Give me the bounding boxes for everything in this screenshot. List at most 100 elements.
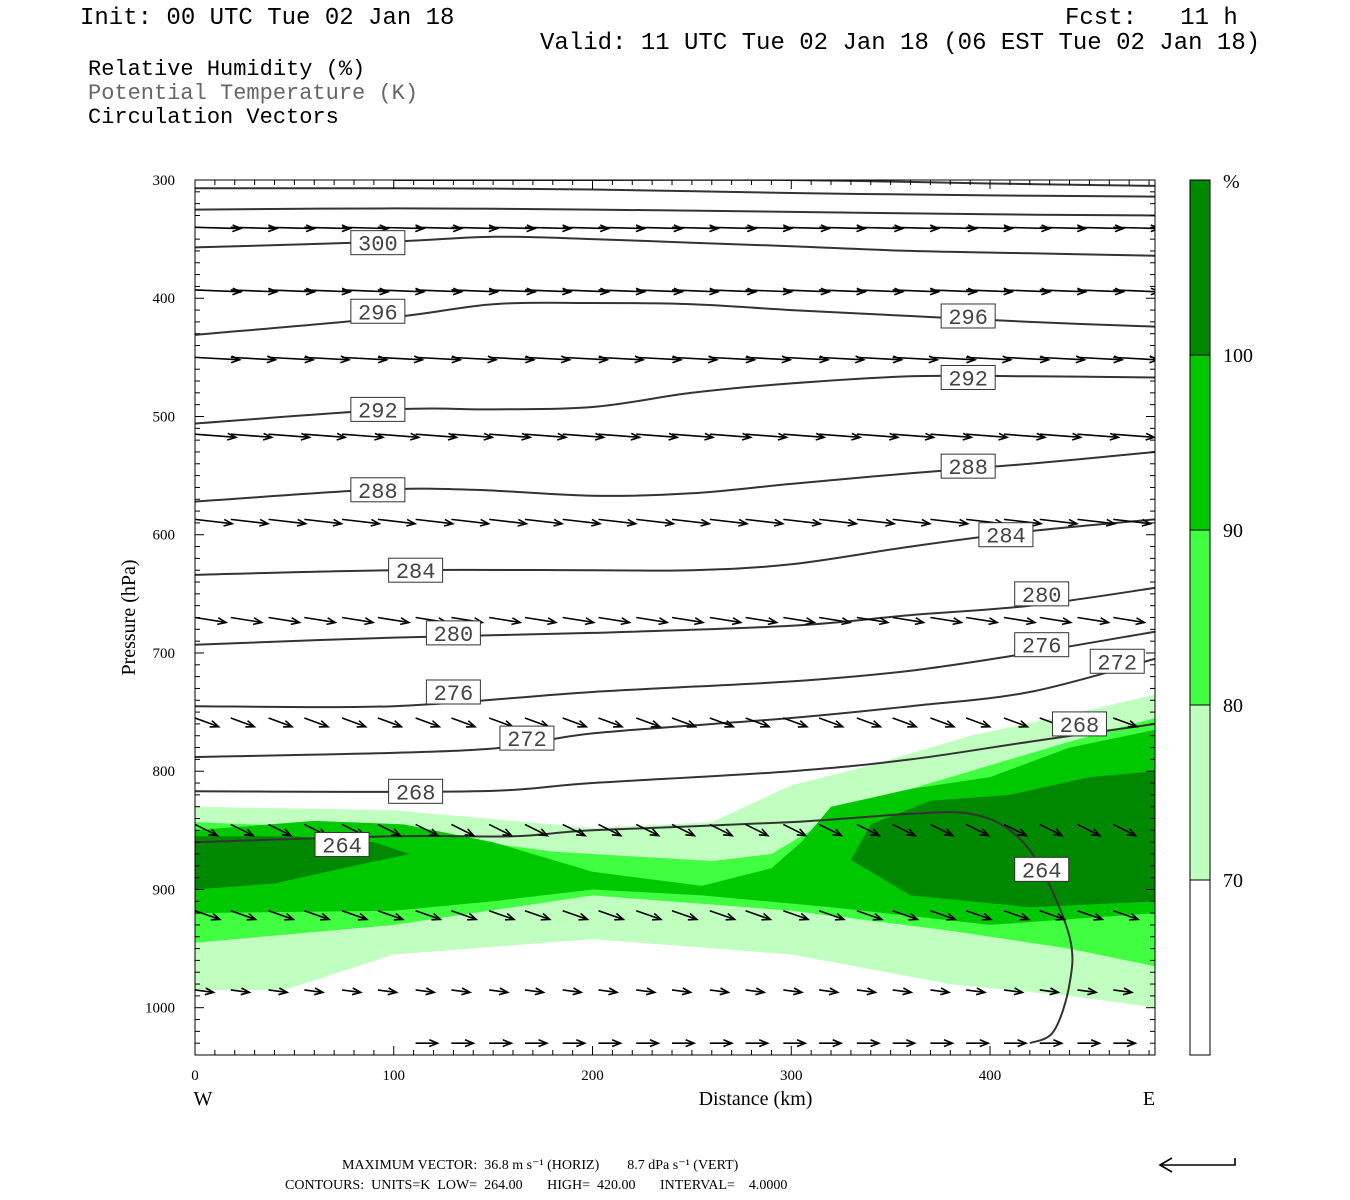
vector-4-3-shaft [304, 518, 342, 525]
vector-3-21-head [998, 432, 1010, 441]
vector-6-22-head [1018, 720, 1030, 728]
x-axis-label: Distance (km) [699, 1088, 813, 1110]
y-tick-label-500: 500 [153, 409, 176, 425]
vector-2-14-shaft [709, 356, 755, 361]
vector-8-2-head [284, 912, 296, 921]
vector-3-24-shaft [1077, 433, 1119, 439]
vector-3-5-head [409, 432, 421, 441]
vector-3-0-head [227, 432, 239, 441]
vector-5-17-shaft [818, 616, 851, 624]
theta-label-264-1: 264 [1022, 859, 1062, 884]
vector-7-5-shaft [377, 823, 401, 837]
vector-5-4-shaft [341, 616, 374, 624]
theta-label-box-272-1 [1089, 648, 1145, 674]
vector-5-5-head [399, 617, 412, 626]
vector-3-11-shaft [598, 433, 640, 439]
vector-6-21-head [980, 720, 992, 728]
vector-0-8-head [526, 224, 538, 233]
vector-7-12-shaft [635, 823, 659, 837]
vector-0-8-shaft [489, 226, 536, 230]
vector-9-8-head [498, 987, 510, 996]
vector-8-3-head [320, 912, 332, 921]
vector-9-24-head [1087, 987, 1099, 996]
vector-3-20-head [962, 432, 974, 441]
vector-9-5-shaft [377, 989, 397, 994]
theta-contour-288 [195, 451, 1155, 503]
vector-8-7-head [467, 912, 479, 921]
vector-4-22-head [1032, 518, 1044, 527]
vector-3-8-shaft [489, 433, 531, 439]
vector-4-22-shaft [1003, 518, 1042, 525]
vector-5-16-head [805, 617, 817, 626]
vector-2-7-shaft [451, 356, 497, 361]
vector-6-4-head [356, 720, 368, 728]
vector-8-5-shaft [377, 909, 403, 921]
vector-0-9-shaft [524, 226, 571, 230]
vector-7-23-head [1053, 828, 1064, 837]
vector-6-10-head [577, 720, 589, 728]
vector-5-25-head [1135, 617, 1147, 626]
vector-2-21-shaft [966, 356, 1011, 361]
vector-7-2-head [281, 828, 293, 837]
vector-6-5-shaft [377, 717, 402, 728]
vector-4-1-head [259, 518, 271, 527]
vector-5-2-shaft [268, 616, 300, 624]
vector-4-11-shaft [598, 518, 636, 525]
vector-4-4-shaft [341, 518, 380, 525]
vector-4-17-shaft [819, 518, 857, 525]
vector-8-0-shaft [195, 909, 221, 921]
vector-7-6-head [428, 828, 440, 837]
vector-7-12-head [649, 828, 661, 837]
vector-ground-25-head [1126, 1039, 1138, 1048]
vector-8-25-shaft [1112, 909, 1139, 921]
vector-8-24-shaft [1077, 909, 1103, 921]
vector-7-17-head [832, 828, 844, 837]
vector-8-2-shaft [268, 909, 294, 921]
vector-3-23-head [1071, 432, 1083, 441]
vector-0-25-head [1150, 224, 1155, 233]
vector-0-19-shaft [892, 226, 939, 230]
vector-8-12-shaft [635, 909, 662, 921]
vector-5-21-head [988, 617, 1000, 626]
vector-9-22-shaft [1003, 989, 1023, 994]
legend-circulation-vectors: Circulation Vectors [88, 105, 339, 130]
vector-3-1-head [262, 432, 274, 441]
vector-2-17-shaft [819, 356, 864, 361]
vector-3-24-head [1109, 432, 1121, 441]
vector-5-0-shaft [195, 616, 227, 624]
vector-4-12-shaft [636, 518, 674, 525]
vector-7-16-shaft [782, 823, 807, 837]
colorbar-segment-4 [1190, 880, 1210, 1055]
vector-7-22-head [1017, 828, 1029, 837]
vector-ground-22-head [1017, 1039, 1029, 1048]
vector-4-20-head [958, 518, 970, 527]
vector-5-3-head [326, 617, 338, 626]
vector-1-20-shaft [930, 289, 977, 293]
vector-7-21-head [979, 828, 991, 837]
legend-potential-temperature: Potential Temperature (K) [88, 81, 419, 106]
contour-label-layer: 264 264 268 268 272 272 276 276 280 280 284 284 288 2… [314, 230, 1145, 884]
vector-5-4-head [364, 617, 376, 626]
vector-3-14-shaft [709, 433, 751, 439]
vector-3-4-shaft [342, 433, 384, 439]
theta-label-276-0: 276 [434, 682, 474, 707]
vector-8-22-head [1019, 912, 1031, 921]
vector-3-18-shaft [856, 433, 898, 439]
vector-8-16-head [799, 912, 811, 921]
vector-3-6-head [447, 432, 459, 441]
vector-5-17-head [841, 617, 853, 626]
vector-4-6-shaft [415, 518, 453, 525]
vector-4-17-head [847, 518, 859, 527]
vector-0-18-head [894, 224, 905, 233]
vector-2-15-shaft [745, 356, 791, 361]
vector-0-10-shaft [562, 226, 609, 230]
theta-label-box-280-1 [1014, 581, 1070, 607]
colorbar-segment-0 [1190, 180, 1210, 355]
vector-5-21-shaft [966, 616, 998, 624]
vector-9-6-shaft [415, 989, 435, 994]
vector-9-2-shaft [268, 989, 288, 994]
vector-ground-14-head [723, 1039, 734, 1048]
vector-3-19-shaft [892, 433, 934, 439]
vector-6-3-shaft [304, 717, 329, 728]
